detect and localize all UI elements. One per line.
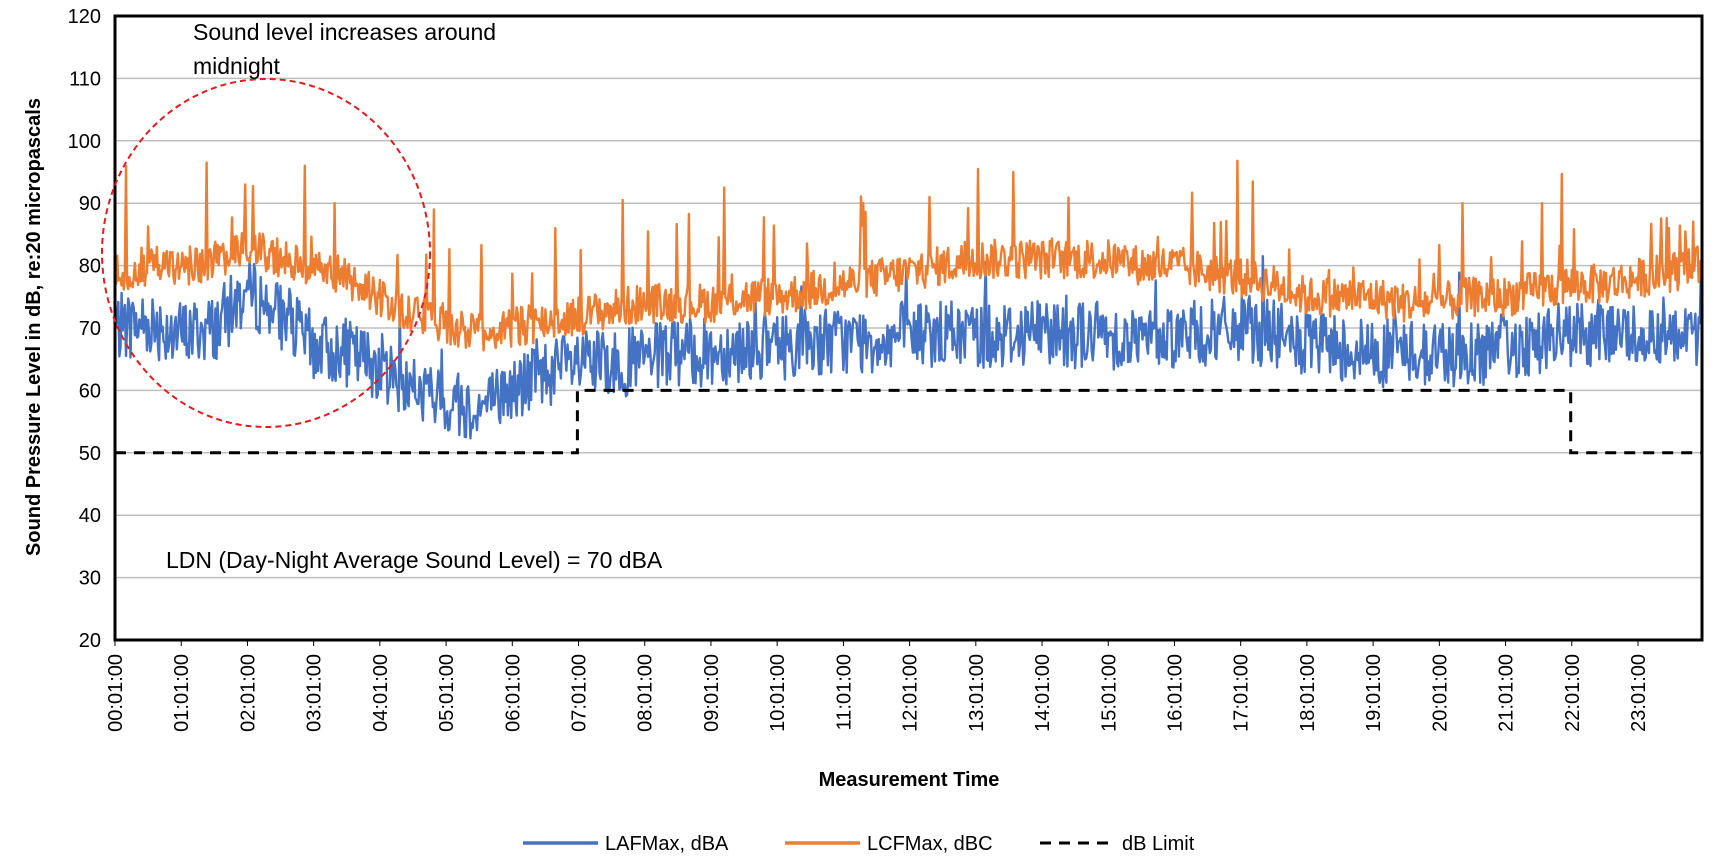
y-tick-labels: 20 30 40 50 60 70 80 90 100 110 120	[68, 6, 101, 652]
plot-border	[113, 14, 1704, 642]
annotation-midnight: Sound level increases around midnight	[193, 19, 502, 79]
x-tick-label: 17:01:00	[1231, 654, 1253, 732]
x-tick-label: 16:01:00	[1164, 654, 1186, 732]
plot-frame	[113, 14, 1704, 642]
legend-label-db-limit: dB Limit	[1122, 833, 1195, 855]
legend-label-lafmax: LAFMax, dBA	[605, 833, 729, 855]
x-tick-label: 14:01:00	[1032, 654, 1054, 732]
x-tick-label: 09:01:00	[701, 654, 723, 732]
series-line-lafmax	[113, 255, 1704, 440]
x-tick-label: 01:01:00	[171, 654, 193, 732]
x-tick-label: 04:01:00	[370, 654, 392, 732]
y-axis-title: Sound Pressure Level in dB, re:20 microp…	[23, 98, 45, 556]
annotation-ldn: LDN (Day-Night Average Sound Level) = 70…	[166, 547, 663, 573]
x-tick-label: 15:01:00	[1098, 654, 1120, 732]
series-lines	[113, 159, 1704, 455]
x-tick-label: 03:01:00	[304, 654, 326, 732]
x-tick-label: 06:01:00	[502, 654, 524, 732]
x-tick-label: 05:01:00	[436, 654, 458, 732]
y-tick-label: 70	[79, 318, 101, 340]
legend: LAFMax, dBA LCFMax, dBC dB Limit	[523, 833, 1195, 855]
y-tick-label: 110	[69, 68, 101, 90]
y-tick-label: 40	[79, 505, 101, 527]
x-tick-label: 11:01:00	[833, 654, 855, 730]
x-tick-label: 22:01:00	[1562, 654, 1584, 732]
y-tick-label: 90	[79, 193, 101, 215]
grid-lines	[115, 77, 1702, 579]
y-tick-label: 100	[68, 131, 101, 153]
y-tick-label: 120	[68, 6, 101, 28]
x-tick-label: 07:01:00	[569, 654, 591, 732]
series-line-db-limit	[115, 388, 1702, 455]
x-tick-label: 10:01:00	[767, 654, 789, 732]
y-tick-label: 20	[79, 630, 101, 652]
x-tick-label: 19:01:00	[1363, 654, 1385, 732]
x-tick-labels: 00:01:00 01:01:00 02:01:00 03:01:00 04:01:00…	[105, 640, 1650, 732]
x-tick-label: 20:01:00	[1429, 654, 1451, 732]
y-tick-label: 80	[79, 256, 101, 278]
x-tick-label: 18:01:00	[1297, 654, 1319, 732]
x-tick-label: 12:01:00	[900, 654, 922, 732]
x-tick-label: 02:01:00	[237, 654, 259, 732]
highlight-ellipse	[101, 78, 431, 428]
x-tick-label: 08:01:00	[635, 654, 657, 732]
x-axis-title: Measurement Time	[819, 769, 1000, 791]
y-tick-label: 30	[79, 568, 101, 590]
x-tick-label: 13:01:00	[966, 654, 988, 732]
x-tick-label: 23:01:00	[1628, 654, 1650, 732]
y-tick-label: 50	[79, 443, 101, 465]
series-line-lcfmax	[113, 159, 1703, 352]
legend-label-lcfmax: LCFMax, dBC	[867, 833, 993, 855]
y-tick-label: 60	[79, 380, 101, 402]
x-tick-label: 00:01:00	[105, 654, 127, 732]
x-tick-label: 21:01:00	[1496, 654, 1518, 732]
